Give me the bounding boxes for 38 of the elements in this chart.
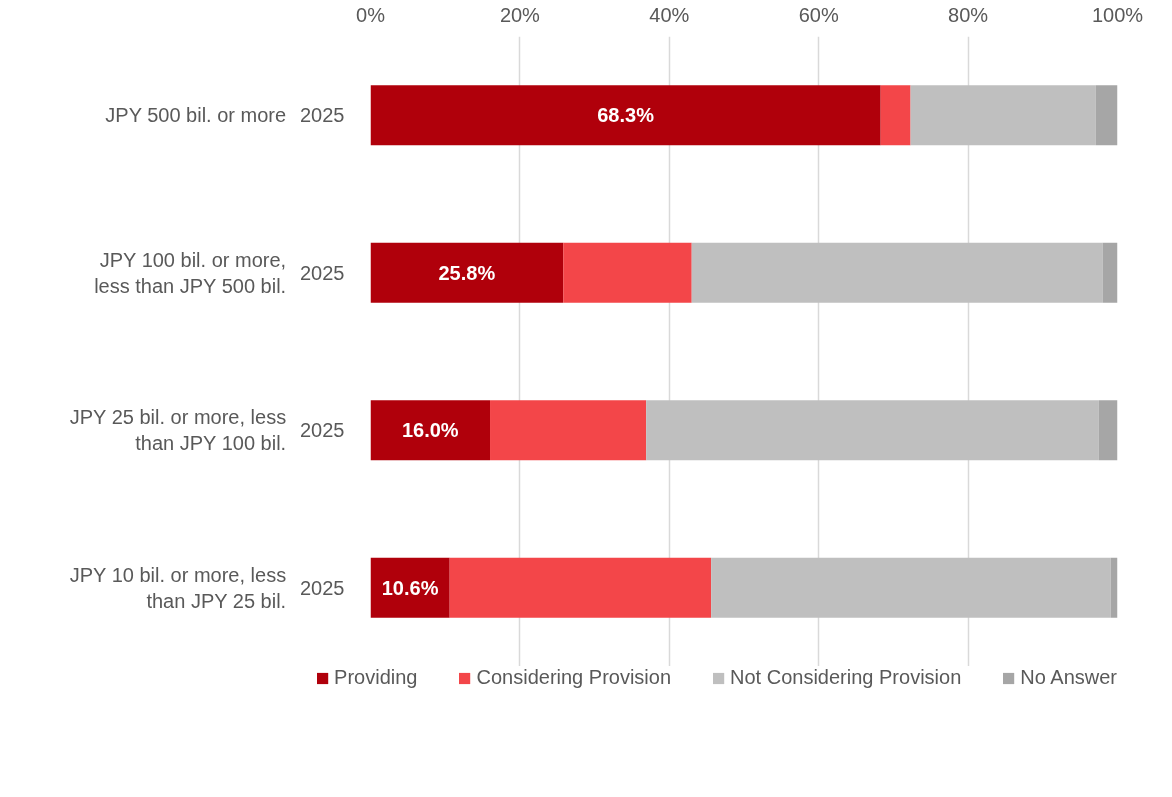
y-tick-label: JPY 100 bil. or more, less than JPY 500 bil. (94, 248, 287, 297)
bar (1102, 242, 1118, 303)
legend-label: No Answer (1020, 666, 1117, 689)
bar (370, 85, 881, 146)
data-label: 25.8% (438, 261, 496, 284)
legend-label: Considering Provision (476, 666, 672, 689)
legend-label: Providing (334, 666, 418, 689)
data-label: 10.6% (381, 576, 439, 599)
bar (563, 242, 692, 303)
text: 2025 (300, 261, 345, 284)
bar (691, 242, 1103, 303)
x-tick-label: 80% (948, 3, 989, 26)
bar (370, 242, 564, 303)
bar (880, 85, 911, 146)
y-tick-label: JPY 25 bil. or more, less than JPY 100 bil. (69, 406, 287, 455)
bar (646, 400, 1099, 461)
x-tick-label: 40% (649, 3, 690, 26)
bar (370, 400, 491, 461)
bar (1110, 557, 1118, 618)
y-tick-label: JPY 10 bil. or more, less than JPY 25 bil. (69, 563, 287, 612)
data-label: 68.3% (597, 104, 655, 127)
x-tick-label: 0% (356, 3, 386, 26)
legend-label: Not Considering Provision (730, 666, 962, 689)
bar (910, 85, 1096, 146)
data-label: 16.0% (401, 419, 459, 442)
bar (1098, 400, 1118, 461)
text: 2025 (300, 419, 345, 442)
x-tick-label: 100% (1091, 3, 1144, 26)
y-tick-label: JPY 500 bil. or more (105, 104, 287, 127)
x-tick-label: 60% (798, 3, 839, 26)
bar (370, 557, 450, 618)
text: 2025 (300, 104, 345, 127)
bar (1095, 85, 1118, 146)
x-tick-label: 20% (499, 3, 541, 26)
bar (711, 557, 1111, 618)
text: 2025 (300, 576, 345, 599)
bar (490, 400, 647, 461)
bar (449, 557, 712, 618)
